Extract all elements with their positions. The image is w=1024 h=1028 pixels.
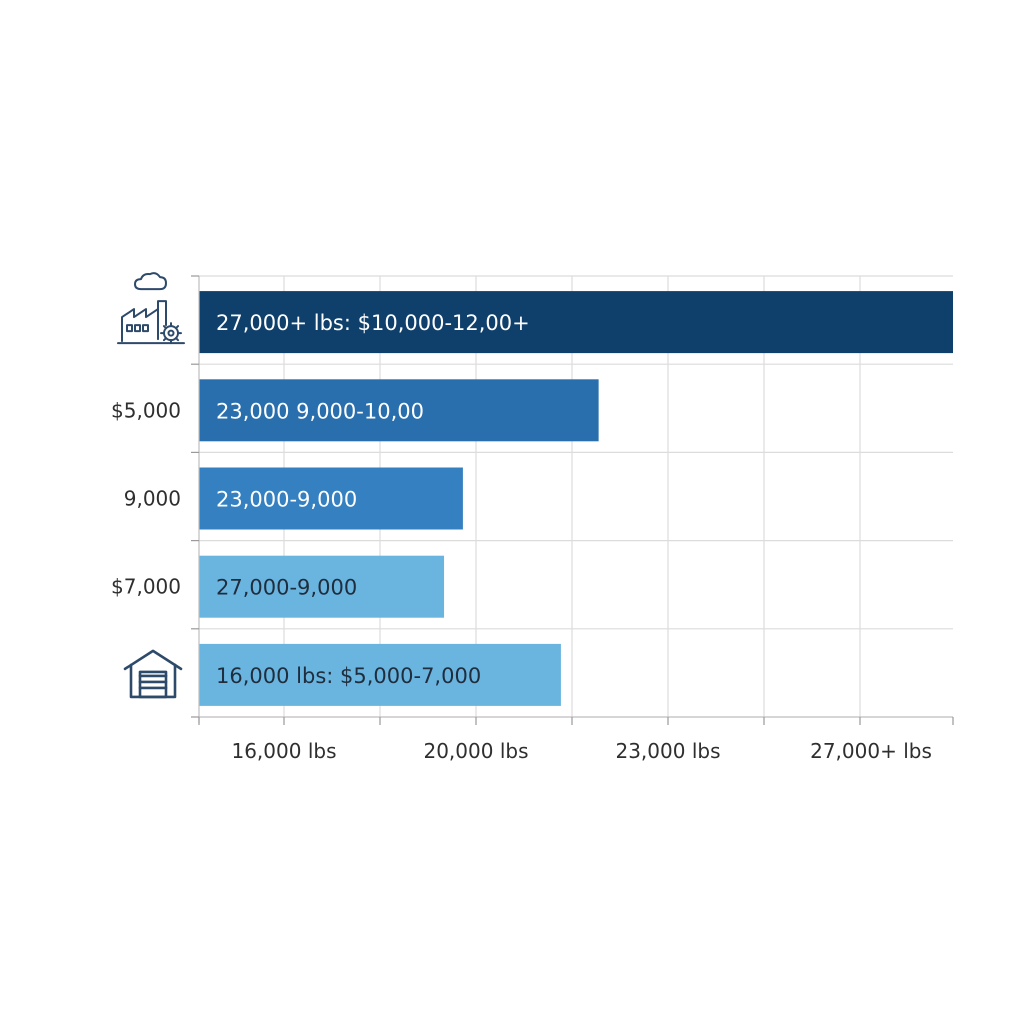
gear-tooth-shape (174, 337, 180, 342)
bar (199, 379, 599, 442)
gear-tooth-shape (162, 337, 168, 342)
bars: 27,000+ lbs: $10,000-12,00+ 23,000 9,000-… (199, 291, 953, 706)
y-category-label: $5,000 (111, 398, 181, 422)
x-tick-label: 23,000 lbs (615, 739, 720, 763)
axes: 16,000 lbs 20,000 lbs 23,000 lbs 27,000+ lb… (111, 275, 954, 763)
x-tick-label: 20,000 lbs (423, 739, 528, 763)
bar-data-label: 23,000-9,000 (216, 488, 357, 512)
factory-icon (117, 272, 185, 345)
bar-data-label: 16,000 lbs: $5,000-7,000 (216, 664, 481, 688)
warehouse-door-shape (138, 670, 168, 699)
x-tick-label: 27,000+ lbs (810, 739, 932, 763)
smoke-cloud-shape (134, 272, 167, 291)
bar-data-label: 27,000-9,000 (216, 576, 357, 600)
bar (199, 555, 445, 618)
warehouse-roof-shape (123, 649, 183, 671)
bar-data-label: 27,000+ lbs: $10,000-12,00+ (216, 311, 530, 335)
bar (199, 291, 953, 354)
x-tick-label: 16,000 lbs (231, 739, 336, 763)
factory-roof-shape (121, 308, 159, 343)
bar (199, 467, 463, 530)
bar-data-label: 23,000 9,000-10,00 (216, 399, 424, 423)
y-category-label: 9,000 (124, 487, 181, 511)
factory-window-shape (126, 324, 133, 333)
factory-window-shape (142, 324, 149, 333)
factory-window-shape (134, 324, 141, 333)
warehouse-icon (123, 649, 183, 699)
y-category-label: $7,000 (111, 575, 181, 599)
gear-tooth-shape (174, 325, 180, 330)
chimney-shape (157, 300, 167, 341)
category-icons (117, 272, 185, 699)
gear-hub-shape (167, 329, 175, 337)
gear-tooth-shape (162, 325, 168, 330)
bar (199, 643, 561, 706)
